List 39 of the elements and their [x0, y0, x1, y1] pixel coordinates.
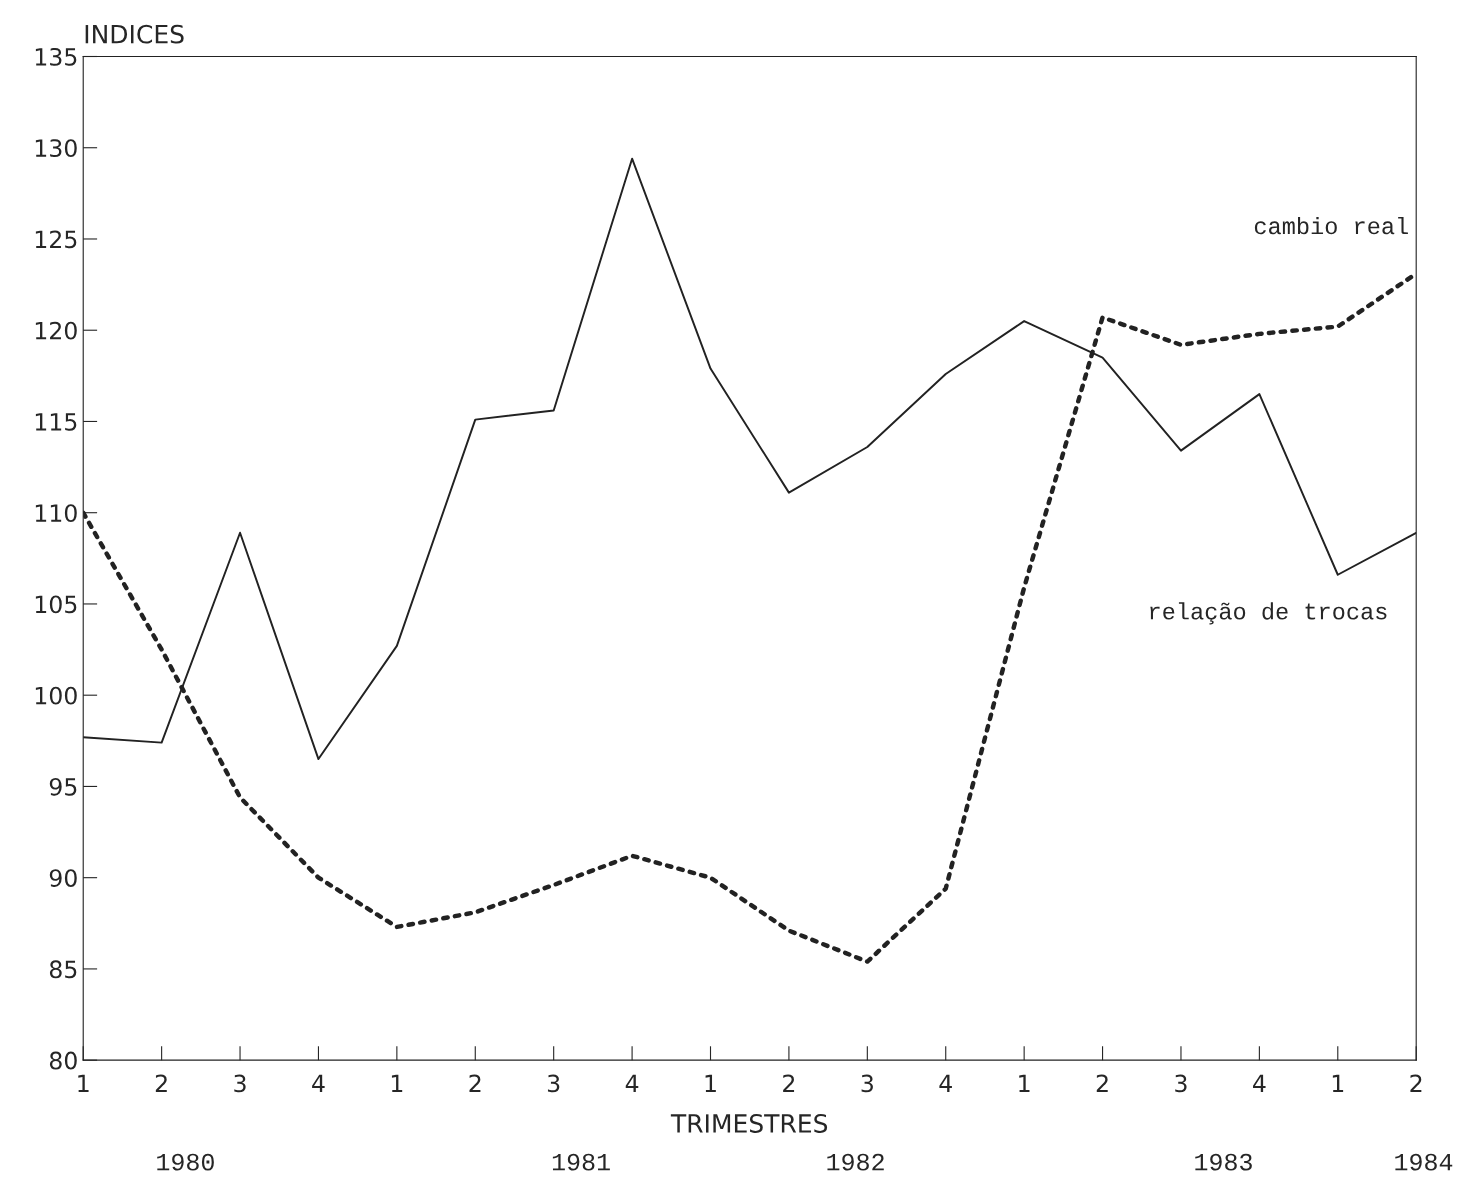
y-tick-label: 110: [35, 504, 77, 523]
x-tick-label: 4: [939, 1074, 952, 1092]
x-tick-label: 1: [705, 1074, 716, 1092]
x-tick-label: 2: [783, 1074, 795, 1092]
x-tick-label: 2: [1410, 1074, 1422, 1092]
y-axis-title: INDICES: [85, 24, 184, 44]
y-tick-label: 90: [49, 869, 77, 887]
text: 1980: [157, 1153, 214, 1171]
y-tick-label: 130: [35, 139, 77, 158]
text: 1981: [552, 1153, 610, 1171]
y-tick-label: 120: [35, 321, 77, 340]
text: 1984: [1395, 1153, 1453, 1171]
x-tick-label: 4: [1253, 1074, 1266, 1092]
y-tick-label: 100: [35, 686, 77, 705]
text: 1983: [1195, 1153, 1252, 1171]
x-tick-label: 1: [391, 1074, 403, 1092]
y-tick-label: 95: [49, 777, 77, 796]
y-tick-label: 115: [35, 413, 77, 431]
x-tick-label: 4: [312, 1074, 325, 1092]
y-tick-label: 105: [35, 595, 77, 614]
x-tick-label: 3: [547, 1074, 560, 1093]
x-axis-title: TRIMESTRES: [670, 1114, 828, 1133]
x-tick-label: 3: [1175, 1074, 1187, 1093]
x-tick-label: 1: [1332, 1074, 1344, 1092]
x-tick-label: 2: [1096, 1074, 1108, 1092]
y-tick-label: 85: [49, 960, 77, 979]
y-tick-label: 80: [49, 1051, 77, 1070]
series-label: relação de trocas: [1150, 602, 1387, 625]
x-tick-label: 3: [861, 1074, 873, 1093]
x-tick-label: 1: [78, 1074, 89, 1092]
x-tick-label: 2: [469, 1074, 481, 1092]
x-tick-label: 1: [1019, 1074, 1030, 1092]
y-tick-label: 125: [35, 230, 77, 249]
x-tick-label: 4: [625, 1074, 639, 1092]
x-tick-label: 3: [234, 1074, 246, 1093]
y-tick-label: 135: [35, 47, 77, 66]
text: 1982: [827, 1153, 884, 1171]
series-label: cambio real: [1254, 216, 1408, 235]
x-tick-label: 2: [155, 1074, 167, 1092]
